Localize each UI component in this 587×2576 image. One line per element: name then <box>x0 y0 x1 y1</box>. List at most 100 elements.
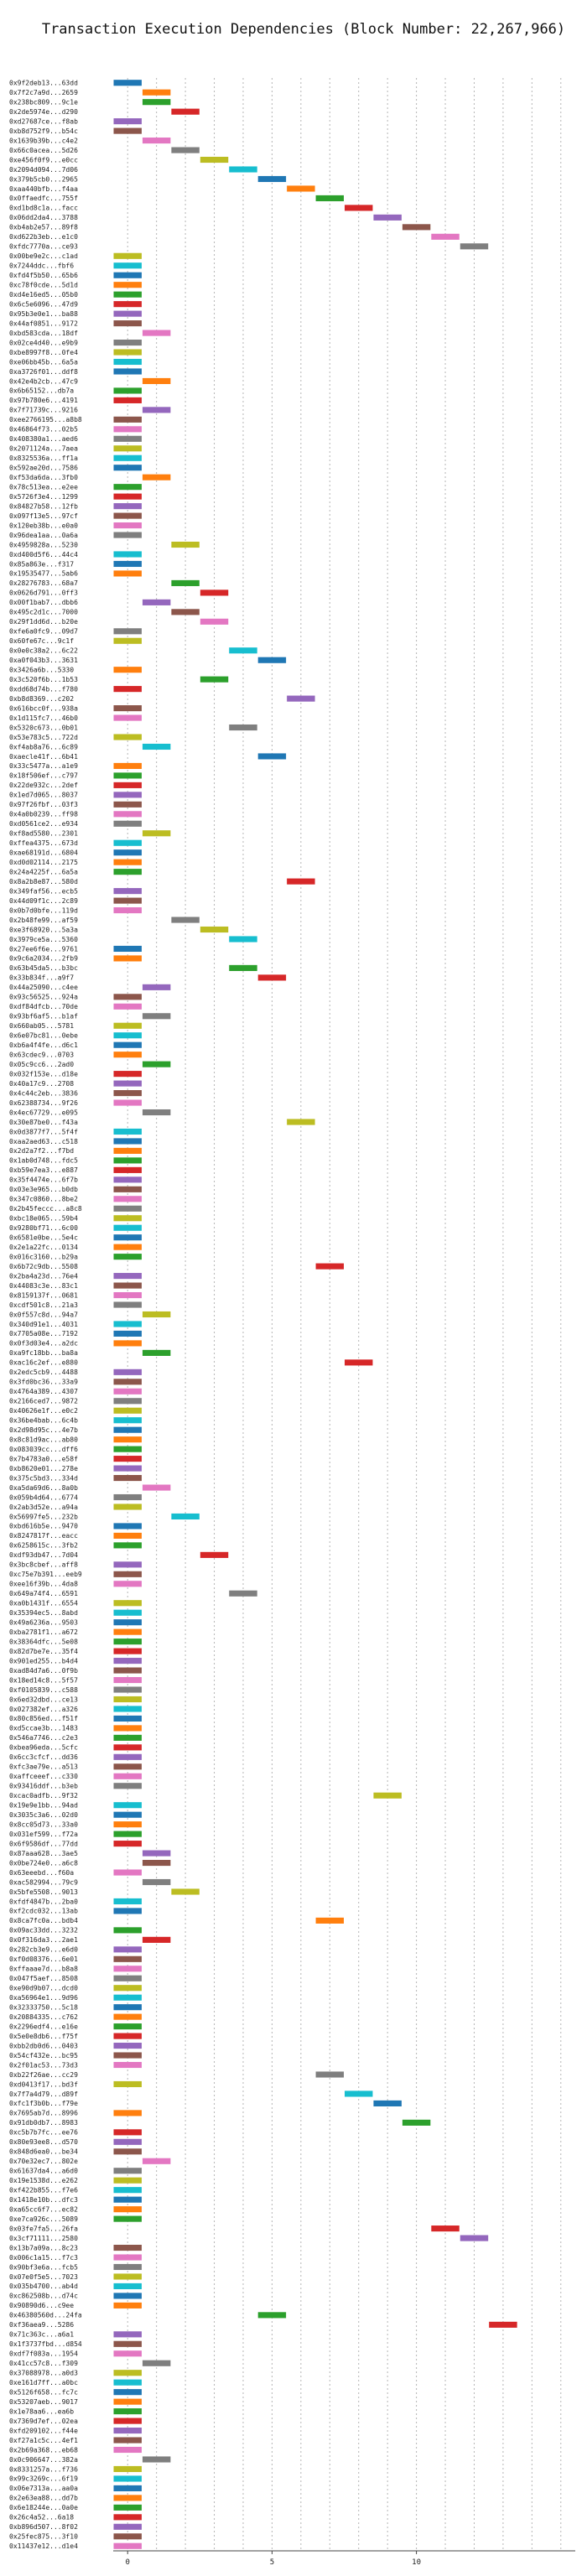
y-tick-label: 0x1639b39b...c4e2 <box>9 137 78 144</box>
y-axis-labels: 0x9f2deb13...63dd 0x7f2c7a9d...2659 0x238b… <box>9 80 82 2551</box>
y-tick-label: 0xc862508b...d74c <box>9 2293 78 2300</box>
bar <box>142 830 171 837</box>
bar <box>113 1639 142 1645</box>
bar <box>287 878 315 885</box>
bar <box>113 1773 142 1779</box>
bar <box>113 945 142 953</box>
bar <box>142 138 171 144</box>
y-tick-label: 0x1ed7d065...8037 <box>9 792 78 799</box>
y-tick-label: 0x495c2d1c...7000 <box>9 609 78 616</box>
bar <box>345 1359 373 1366</box>
bar <box>113 2080 142 2088</box>
bar <box>460 243 489 250</box>
bar <box>113 339 142 346</box>
bar <box>373 1792 402 1799</box>
bar <box>113 1379 142 1385</box>
y-tick-label: 0x36be4bab...6c4b <box>9 1417 78 1425</box>
bar <box>113 792 142 798</box>
bar <box>142 1311 171 1318</box>
bar <box>373 214 402 221</box>
y-tick-label: 0x3426a6b...5330 <box>9 666 74 673</box>
y-tick-label: 0x0d3877f7...5f4f <box>9 1128 78 1135</box>
y-tick-label: 0x46864f73...02b5 <box>9 426 78 434</box>
bar <box>113 301 142 308</box>
bar <box>113 2389 142 2396</box>
bar <box>113 2052 142 2059</box>
y-tick-label: 0xb8620e01...278e <box>9 1465 78 1472</box>
bar <box>113 1436 142 1443</box>
y-tick-label: 0xf8ad5580...2301 <box>9 830 78 838</box>
y-tick-label: 0x1ab0d748...fdc5 <box>9 1157 78 1165</box>
y-tick-label: 0x30e87be0...f43a <box>9 1119 78 1126</box>
y-tick-label: 0xba2781f1...a672 <box>9 1628 78 1636</box>
y-tick-label: 0xf0105839...c588 <box>9 1686 78 1694</box>
y-tick-label: 0x347c0860...8be2 <box>9 1196 78 1203</box>
bar <box>229 724 257 731</box>
bar <box>257 753 287 760</box>
bar <box>113 686 142 693</box>
bar <box>113 1676 142 1684</box>
y-tick-label: 0x8a2b8e87...580d <box>9 878 78 886</box>
bar <box>113 1291 142 1299</box>
y-tick-label: 0x44d09f1c...2c89 <box>9 897 78 905</box>
y-tick-label: 0x2edc5cb9...4488 <box>9 1368 78 1376</box>
y-tick-label: 0x0626d791...0ff3 <box>9 589 78 597</box>
y-tick-label: 0x3035c3a6...02d0 <box>9 1811 78 1819</box>
bar <box>113 1003 142 1010</box>
bar <box>113 1908 142 1914</box>
y-tick-label: 0x00be9e2c...c1ad <box>9 252 78 260</box>
y-tick-label: 0xb4ab2e57...89f8 <box>9 224 78 231</box>
y-tick-label: 0x7f2c7a9d...2659 <box>9 89 78 96</box>
y-tick-label: 0x592ae20d...7586 <box>9 465 78 472</box>
bar <box>113 2465 142 2473</box>
y-tick-label: 0xbb2db0d6...0403 <box>9 2042 78 2049</box>
y-tick-label: 0x2094d094...7d06 <box>9 166 78 174</box>
bar <box>113 2148 142 2155</box>
y-tick-label: 0x2ab3d52e...a94a <box>9 1504 78 1511</box>
bar <box>142 1936 171 1943</box>
bar <box>113 570 142 577</box>
y-tick-label: 0x99c3269c...6f19 <box>9 2475 78 2483</box>
bar <box>113 1166 142 1173</box>
y-tick-label: 0x3c520f6b...1b53 <box>9 676 78 683</box>
y-tick-label: 0xc78f0cde...5d1d <box>9 282 78 289</box>
bar <box>113 2331 142 2338</box>
y-tick-label: 0x1e78aa6...ea6b <box>9 2407 74 2415</box>
y-tick-label: 0x0e0c38a2...6c22 <box>9 647 78 655</box>
y-tick-label: 0xc5b7b7fc...ee76 <box>9 2129 78 2137</box>
bar <box>113 1426 142 1433</box>
bar <box>113 2273 142 2280</box>
y-tick-label: 0xd0d02114...2175 <box>9 859 78 866</box>
y-tick-label: 0x42e4b2cb...47c9 <box>9 377 78 385</box>
bar <box>402 224 431 231</box>
bar <box>113 2514 142 2521</box>
bar <box>113 2110 142 2116</box>
bar <box>113 2533 142 2540</box>
bar <box>142 99 171 106</box>
bar <box>113 714 142 721</box>
bar <box>113 368 142 375</box>
y-tick-label: 0x8c81d9ac...ab80 <box>9 1436 78 1443</box>
y-tick-label: 0xe90d9b07...dcd0 <box>9 1985 78 1992</box>
bar <box>113 426 142 433</box>
y-tick-label: 0x29f1dd6d...b20e <box>9 618 78 626</box>
bar <box>113 849 142 856</box>
y-tick-label: 0x5726f3e4...1299 <box>9 493 78 501</box>
bar <box>113 1456 142 1462</box>
y-tick-label: 0x66c0acea...5d26 <box>9 147 78 154</box>
bar <box>113 1869 142 1876</box>
x-axis-ticks: 0 5 10 <box>113 2550 575 2567</box>
y-tick-label: 0xbe8997f8...0fe4 <box>9 349 78 356</box>
bar <box>113 1368 142 1375</box>
y-tick-label: 0xb896d507...8f02 <box>9 2523 78 2531</box>
bar <box>171 609 200 615</box>
y-tick-label: 0xb8d752f9...b54c <box>9 127 78 135</box>
bar <box>113 1071 142 1078</box>
y-tick-label: 0x7f7a4d79...d89f <box>9 2090 78 2098</box>
y-tick-label: 0x7244ddc...fbf6 <box>9 262 74 270</box>
y-tick-label: 0x5bfe5508...9013 <box>9 1888 78 1896</box>
y-tick-label: 0xaa2aed63...c518 <box>9 1138 78 1145</box>
bar <box>113 127 142 134</box>
bar <box>113 1581 142 1587</box>
bar <box>113 1147 142 1154</box>
